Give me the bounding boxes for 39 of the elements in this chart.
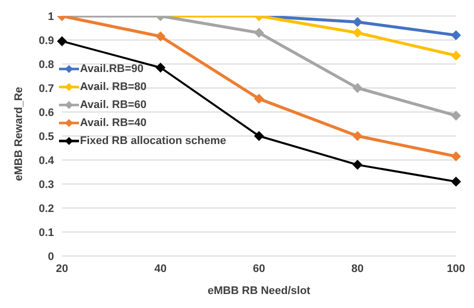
point <box>156 62 166 73</box>
x-tick-label: 80 <box>351 262 364 275</box>
point <box>451 176 461 187</box>
point <box>352 17 362 27</box>
x-tick-label: 60 <box>252 262 266 275</box>
legend-label: Avail. RB=80 <box>80 81 147 93</box>
point <box>352 160 362 170</box>
point <box>352 83 362 93</box>
y-axis-title: eMBB Reward_Re <box>12 86 25 181</box>
point <box>254 94 264 104</box>
y-tick-label: 0.5 <box>38 130 54 143</box>
legend-label: Avail. RB=60 <box>80 99 147 111</box>
point <box>254 28 264 38</box>
legend-label: Avail. RB=40 <box>80 117 147 129</box>
point <box>352 131 362 141</box>
y-tick-label: 0.4 <box>38 154 55 167</box>
x-tick-label: 100 <box>446 262 466 275</box>
legend-label: Fixed RB allocation scheme <box>80 135 226 147</box>
point <box>254 131 264 141</box>
x-axis-title: eMBB RB Need/slot <box>208 285 311 297</box>
point <box>451 151 461 162</box>
point <box>57 36 67 46</box>
point <box>352 28 362 38</box>
x-tick-label: 40 <box>154 262 167 275</box>
y-tick-label: 0 <box>48 250 54 263</box>
point <box>451 110 461 121</box>
legend-label: Avail.RB=90 <box>80 63 144 75</box>
y-tick-label: 1 <box>48 10 54 23</box>
point <box>156 31 166 42</box>
point <box>451 50 461 61</box>
point <box>451 30 461 40</box>
y-tick-label: 0.8 <box>38 58 54 71</box>
y-tick-label: 0.3 <box>38 178 54 191</box>
x-tick-label: 20 <box>56 262 68 275</box>
y-tick-label: 0.1 <box>38 226 54 239</box>
y-tick-label: 0.6 <box>38 106 54 119</box>
y-tick-label: 0.2 <box>38 202 54 215</box>
y-tick-label: 0.7 <box>38 82 54 95</box>
y-tick-label: 0.9 <box>38 34 54 47</box>
